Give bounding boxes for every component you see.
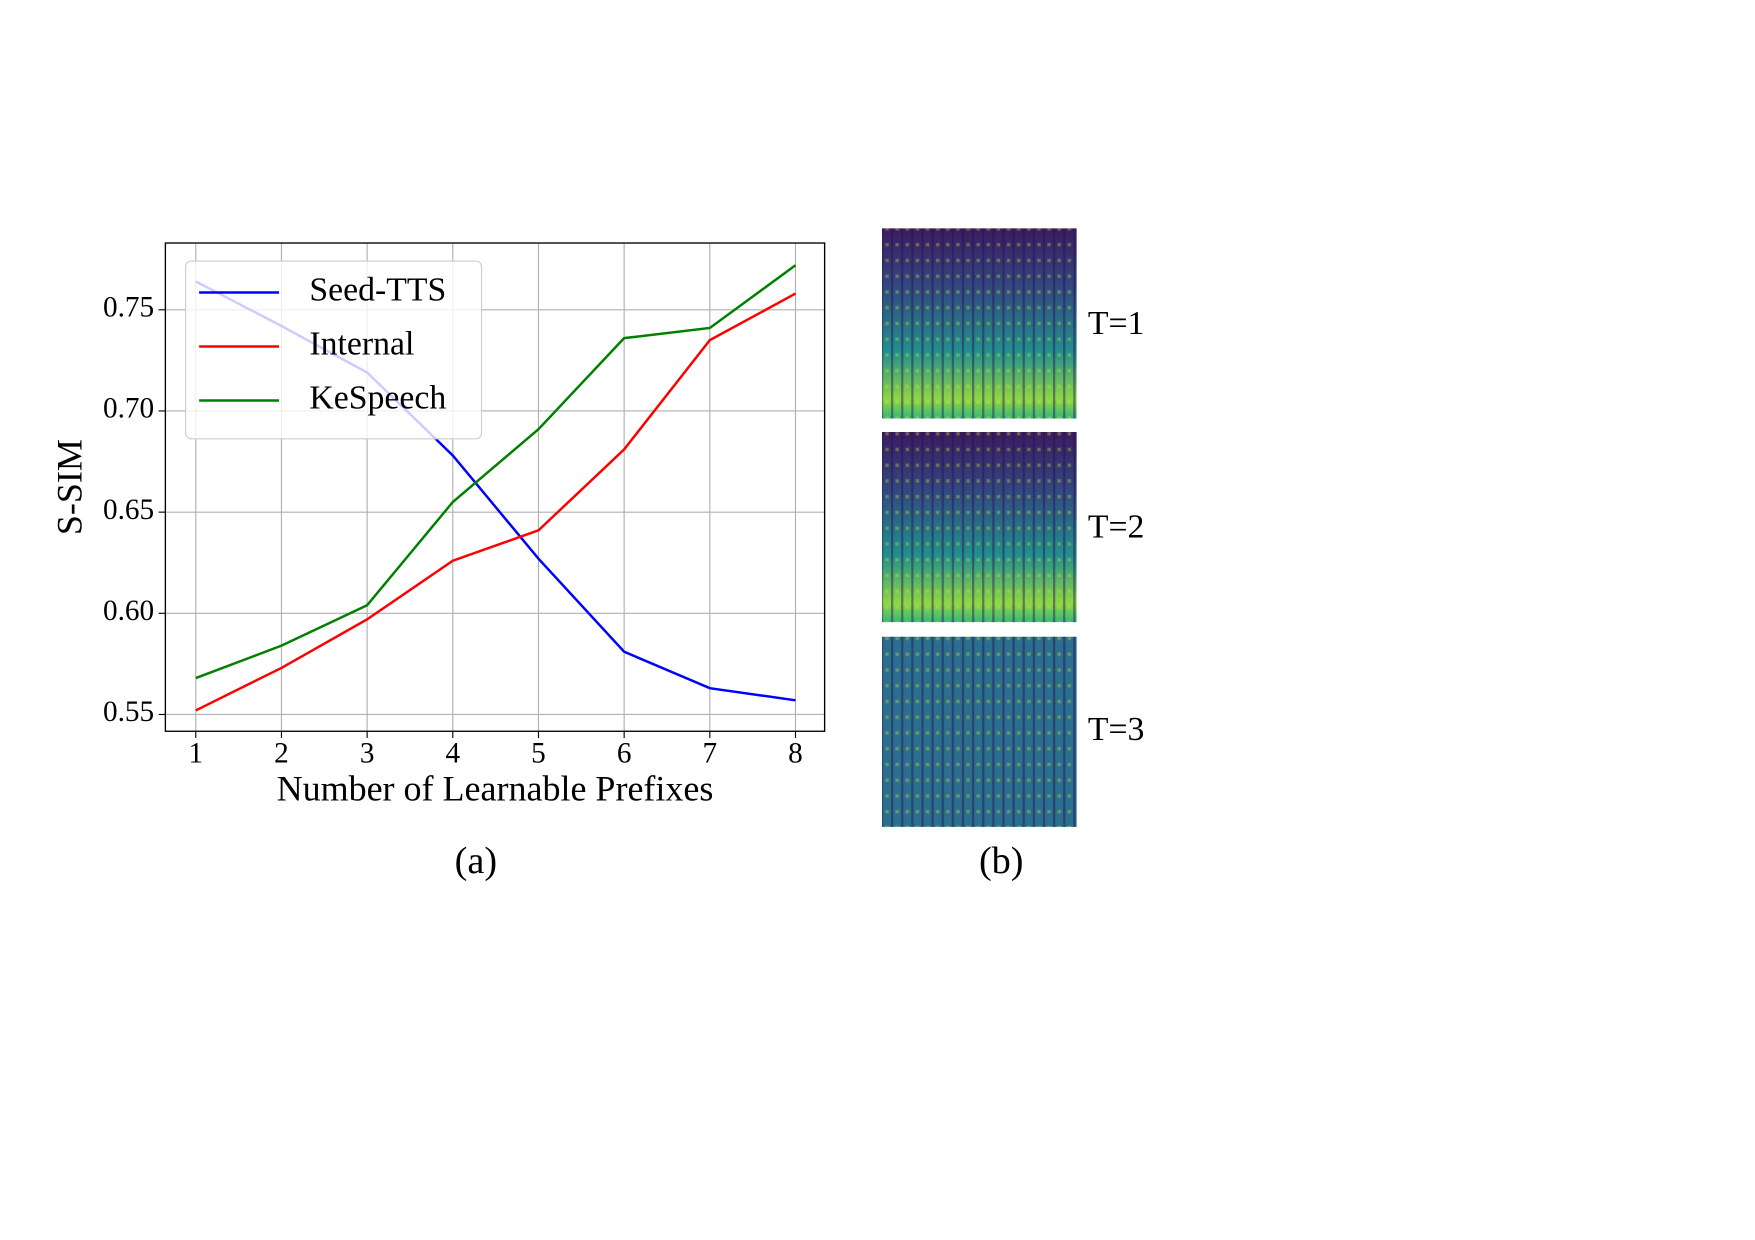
plot-frame [164,242,826,732]
y-tick-label: 0.75 [103,292,154,324]
y-axis-label: S-SIM [49,439,89,535]
legend-label: Internal [309,325,414,362]
spectrogram-label: T=2 [1088,509,1145,546]
x-tick-label: 8 [788,738,803,770]
x-tick-label: 2 [274,738,289,770]
spectrograms [882,228,1077,827]
spectrogram-label: T=1 [1088,305,1145,342]
panel-caption: (b) [979,840,1024,882]
spectrogram-texture [882,228,1077,419]
panel-caption: (a) [455,840,497,882]
y-tick-label: 0.60 [103,595,154,627]
x-tick-label: 6 [617,738,632,770]
data-line [195,292,797,712]
legend-box [185,260,483,440]
spectrogram-texture [882,636,1077,827]
y-tick-label: 0.55 [103,696,154,728]
x-tick-label: 3 [360,738,375,770]
x-axis-label: Number of Learnable Prefixes [277,768,714,808]
spectrogram-label: T=3 [1088,711,1145,748]
x-tick-label: 7 [703,738,718,770]
x-tick-label: 1 [188,738,203,770]
y-tick-label: 0.65 [103,494,154,526]
spectrogram-texture [882,432,1077,623]
legend-label: Seed-TTS [309,271,446,308]
x-tick-label: 5 [531,738,546,770]
x-tick-label: 4 [445,738,460,770]
data-line [195,264,797,680]
legend-label: KeSpeech [309,379,446,416]
y-tick-label: 0.70 [103,393,154,425]
